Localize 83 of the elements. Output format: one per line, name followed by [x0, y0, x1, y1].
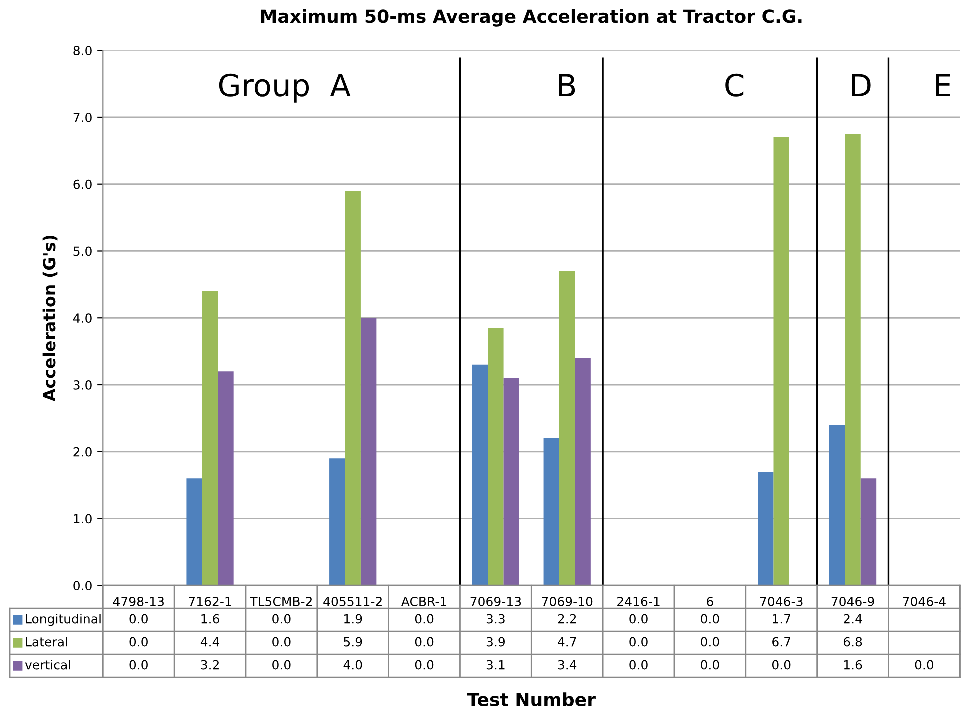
data-label: 1.9 [344, 614, 362, 624]
legend-label: Lateral [26, 637, 68, 647]
data-label: 3.4 [558, 660, 577, 670]
chart-title: Maximum 50-ms Average Acceleration at Tractor C.G. [261, 9, 802, 27]
data-label: 1.7 [773, 614, 790, 624]
data-label: 4.0 [344, 660, 362, 670]
x-tick-label: 7069-10 [542, 596, 593, 606]
bar [845, 134, 861, 586]
y-tick-label: 8.0 [74, 46, 92, 56]
legend-label: vertical [25, 660, 70, 670]
data-label: 0.0 [701, 660, 720, 670]
data-label: 3.1 [486, 660, 505, 670]
y-tick-label: 5.0 [74, 246, 92, 256]
x-tick-label: 6 [707, 596, 714, 606]
data-label: 0.0 [415, 660, 434, 670]
data-label: 0.0 [272, 614, 291, 624]
y-tick-label: 3.0 [74, 380, 92, 390]
bar [360, 318, 377, 586]
data-label: 0.0 [915, 660, 934, 670]
x-tick-label: TL5CMB-2 [250, 596, 312, 606]
y-tick-label: 6.0 [74, 180, 92, 190]
x-tick-label: 7046-9 [832, 596, 874, 606]
data-label: 0.0 [272, 660, 291, 670]
data-label: 2.2 [558, 614, 576, 624]
annotation: Group A [219, 74, 351, 103]
data-label: 1.6 [844, 660, 862, 670]
bar [472, 364, 488, 586]
x-tick-label: 405511-2 [324, 596, 382, 606]
bar [829, 425, 846, 586]
bar [345, 191, 361, 586]
data-label: 2.4 [844, 614, 862, 624]
y-tick-label: 7.0 [74, 112, 92, 122]
data-label: 0.0 [415, 637, 434, 647]
data-label: 0.0 [630, 637, 648, 647]
bar [504, 378, 520, 586]
legend-label: Longitudinal [26, 614, 101, 626]
bar [202, 291, 218, 586]
data-label: 4.4 [200, 637, 220, 647]
bar [186, 478, 202, 586]
y-tick-label: 4.0 [73, 314, 92, 324]
y-tick-label: 2.0 [74, 447, 92, 457]
bar [218, 372, 234, 586]
x-tick-label: 7046-3 [760, 596, 803, 606]
data-label: 0.0 [701, 637, 720, 647]
y-axis-title: Acceleration (G's) [42, 236, 58, 402]
data-label: 0.0 [772, 660, 791, 670]
x-tick-label: ACBR-1 [401, 596, 447, 606]
y-tick-label: 1.0 [74, 514, 92, 524]
data-label: 6.8 [844, 637, 862, 647]
x-tick-label: 4798-13 [113, 596, 164, 606]
annotation: D [852, 74, 871, 96]
bar [860, 478, 877, 586]
data-label: 3.2 [201, 660, 219, 670]
bar [758, 472, 774, 586]
bar [544, 438, 560, 586]
annotation: B [559, 74, 576, 96]
x-tick-label: 7046-4 [903, 596, 946, 606]
bar [488, 328, 504, 586]
x-tick-label: 2416-1 [618, 596, 660, 606]
data-label: 0.0 [272, 637, 291, 647]
data-label: 3.9 [486, 637, 505, 647]
data-label: 0.0 [701, 614, 720, 624]
bar [774, 138, 790, 586]
data-label: 5.9 [344, 637, 362, 647]
data-label: 6.7 [772, 637, 790, 647]
data-label: 0.0 [630, 660, 648, 670]
bar [330, 458, 346, 586]
data-label: 0.0 [130, 614, 148, 624]
bar [560, 271, 576, 586]
bar [575, 358, 591, 586]
data-label: 4.7 [558, 637, 576, 647]
data-label: 0.0 [415, 614, 434, 624]
x-tick-label: 7162-1 [189, 596, 232, 606]
data-label: 0.0 [630, 614, 648, 624]
data-label: 0.0 [130, 660, 148, 670]
annotation: C [726, 74, 744, 97]
x-axis-title: Test Number [467, 692, 596, 707]
data-label: 0.0 [130, 637, 148, 647]
y-tick-label: 0.0 [74, 581, 92, 591]
data-label: 3.3 [486, 614, 505, 624]
data-label: 1.6 [202, 614, 220, 624]
annotation: E [936, 74, 950, 96]
x-tick-label: 7069-13 [470, 596, 522, 606]
